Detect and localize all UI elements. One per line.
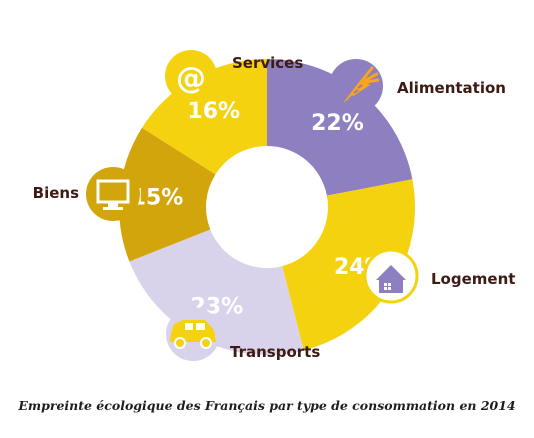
- slices-group: [119, 59, 415, 355]
- label-alimentation: Alimentation: [397, 79, 506, 97]
- house-icon: [363, 248, 419, 304]
- at-sign-icon: @: [165, 50, 217, 102]
- value-label-services: 16%: [187, 99, 240, 124]
- slice-logement: [282, 179, 415, 351]
- label-biens: Biens: [33, 184, 79, 202]
- slice-biens: [119, 127, 216, 262]
- carrot-icon: [329, 59, 383, 113]
- slice-services: [142, 59, 267, 175]
- value-label-alimentation: 22%: [311, 111, 364, 136]
- label-logement: Logement: [431, 270, 515, 288]
- slice-alimentation: [267, 59, 413, 196]
- chart-title: Empreinte écologique des Français par ty…: [18, 398, 516, 413]
- label-transports: Transports: [230, 343, 320, 361]
- monitor-icon: [86, 167, 140, 221]
- car-icon: [166, 307, 220, 361]
- label-services: Services: [232, 54, 303, 72]
- svg-text:@: @: [176, 61, 206, 96]
- slice-transports: [129, 229, 304, 355]
